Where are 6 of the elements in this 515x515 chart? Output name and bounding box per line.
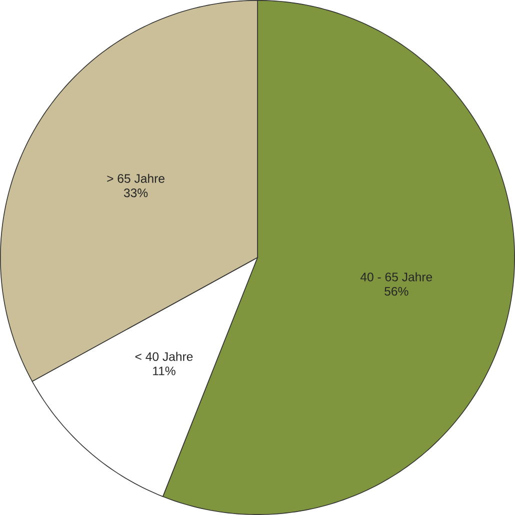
data-label: 33%: [124, 188, 148, 198]
data-label: 11%: [153, 366, 176, 376]
slice-label: 40 - 65 Jahre: [360, 272, 432, 282]
slice-label: > 65 Jahre: [107, 174, 164, 183]
slice-label: < 40 Jahre: [135, 352, 193, 361]
data-label: 56%: [384, 286, 408, 296]
